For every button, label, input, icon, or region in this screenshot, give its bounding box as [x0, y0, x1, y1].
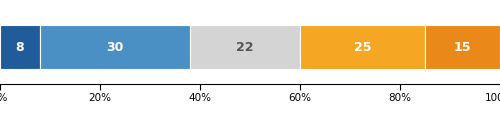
Bar — [0, 25, 40, 69]
Text: 25: 25 — [354, 41, 371, 54]
Bar — [40, 25, 190, 69]
Text: 30: 30 — [106, 41, 124, 54]
Bar — [190, 25, 300, 69]
Text: 22: 22 — [236, 41, 254, 54]
Text: 8: 8 — [16, 41, 24, 54]
Bar — [425, 25, 500, 69]
Bar — [300, 25, 425, 69]
Text: 15: 15 — [454, 41, 471, 54]
